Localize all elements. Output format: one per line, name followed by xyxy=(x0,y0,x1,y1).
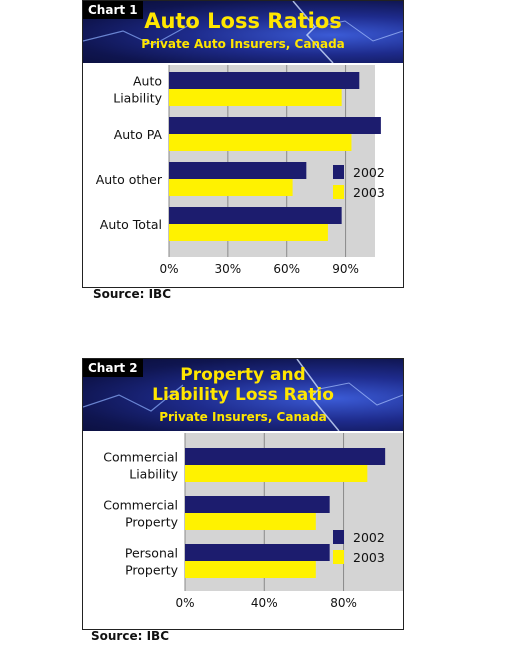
chart-1-category-label: Auto other xyxy=(96,172,163,187)
chart-1-legend-label: 2002 xyxy=(353,165,385,180)
chart-2-banner: Chart 2 Property and Liability Loss Rati… xyxy=(83,359,403,431)
chart-2-category-label: Liability xyxy=(129,467,178,482)
chart-1-banner: Chart 1 Auto Loss Ratios Private Auto In… xyxy=(83,1,403,63)
chart-2-title-line-1: Property and xyxy=(180,365,306,385)
chart-2-legend-swatch-2003 xyxy=(333,550,344,564)
chart-2-category-label: Commercial xyxy=(103,498,178,513)
chart-2-bar-2003 xyxy=(185,561,316,578)
chart-1-tag: Chart 1 xyxy=(83,1,143,19)
chart-2-legend-label: 2003 xyxy=(353,550,385,565)
chart-2-tick-label: 40% xyxy=(251,596,278,610)
chart-2-category-label: Property xyxy=(125,515,178,530)
chart-1-category-label: Liability xyxy=(113,91,162,106)
chart-2-tick-label: 80% xyxy=(330,596,357,610)
chart-1-legend-label: 2003 xyxy=(353,185,385,200)
chart-1-panel: Chart 1 Auto Loss Ratios Private Auto In… xyxy=(82,0,404,288)
chart-1-bar-2002 xyxy=(169,162,307,179)
chart-2-legend-label: 2002 xyxy=(353,530,385,545)
chart-1-bar-2003 xyxy=(169,179,293,196)
chart-2-title-line-2: Liability Loss Ratio xyxy=(152,385,334,405)
chart-2-source: Source: IBC xyxy=(91,629,169,643)
chart-1-subtitle: Private Auto Insurers, Canada xyxy=(141,37,345,51)
chart-2-title: Property and Liability Loss Ratio xyxy=(83,365,403,405)
chart-2-category-label: Property xyxy=(125,563,178,578)
chart-2-bar-2002 xyxy=(185,496,330,513)
chart-1-bar-2003 xyxy=(169,89,342,106)
chart-1-bar-2002 xyxy=(169,72,360,89)
chart-1-tick-label: 30% xyxy=(215,262,242,276)
chart-2-legend-swatch-2002 xyxy=(333,530,344,544)
chart-2-subtitle: Private Insurers, Canada xyxy=(159,410,327,424)
chart-1-category-label: Auto Total xyxy=(100,217,162,232)
chart-2-bar-2002 xyxy=(185,544,330,561)
chart-1-tick-label: 0% xyxy=(159,262,178,276)
lightning-decoration xyxy=(83,359,403,431)
chart-1-bar-2003 xyxy=(169,134,352,151)
chart-1-source: Source: IBC xyxy=(93,287,171,301)
chart-1-plot: 0% 30% 60% 90% Auto Liability Auto PA Auto othe… xyxy=(96,65,385,276)
chart-1-category-label: Auto PA xyxy=(114,127,163,142)
chart-2-panel: Chart 2 Property and Liability Loss Rati… xyxy=(82,358,404,630)
chart-1-tick-label: 90% xyxy=(332,262,359,276)
chart-2-bar-2003 xyxy=(185,465,368,482)
chart-1-title: Auto Loss Ratios xyxy=(144,9,342,33)
chart-1-bar-2002 xyxy=(169,117,381,134)
chart-2-plot: 0% 40% 80% Commercial Liability Commercial Pro… xyxy=(103,433,403,610)
chart-2-category-label: Commercial xyxy=(103,450,178,465)
chart-2-bar-2003 xyxy=(185,513,316,530)
chart-1-bar-2003 xyxy=(169,224,328,241)
chart-2-bar-2002 xyxy=(185,448,386,465)
chart-2-category-label: Personal xyxy=(125,546,178,561)
chart-2-tick-label: 0% xyxy=(175,596,194,610)
lightning-decoration xyxy=(83,1,403,63)
chart-1-tick-label: 60% xyxy=(273,262,300,276)
chart-1-bar-2002 xyxy=(169,207,342,224)
chart-1-category-label: Auto xyxy=(133,74,162,89)
chart-1-legend-swatch-2002 xyxy=(333,165,344,179)
chart-1-legend-swatch-2003 xyxy=(333,185,344,199)
chart-2-tag: Chart 2 xyxy=(83,359,143,377)
